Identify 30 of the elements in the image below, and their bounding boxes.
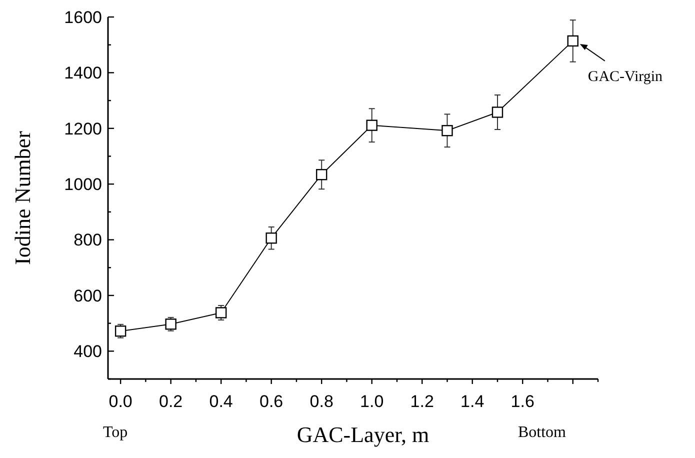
point (165, 318, 176, 330)
y-axis-title: Iodine Number (10, 130, 35, 265)
y-tick-label: 800 (74, 230, 102, 250)
y-tick-label: 1400 (64, 64, 102, 83)
point (114, 326, 126, 337)
x-tick-label: 0.2 (159, 392, 183, 411)
x-tick-label: 0.4 (209, 392, 233, 411)
x-tick-label: 1.2 (410, 392, 434, 411)
point (215, 307, 227, 318)
x-tick-label: 0.8 (310, 392, 334, 411)
y-tick-label: 600 (74, 286, 102, 306)
x-tick-label: 1.4 (460, 392, 484, 411)
text: Top (103, 424, 128, 441)
y-tick-label: 1200 (64, 119, 102, 138)
text: Bottom (518, 424, 567, 441)
point (366, 120, 378, 131)
x-tick-label: 1.0 (360, 392, 384, 411)
annotation: GAC-Virgin (588, 68, 664, 85)
point (442, 125, 453, 136)
x-tick-label: 0.0 (108, 392, 132, 411)
x-tick-label: 0.6 (260, 392, 284, 411)
y-tick-label: 400 (74, 342, 102, 362)
point (266, 232, 277, 244)
point (316, 169, 328, 180)
y-tick-label: 1000 (64, 175, 102, 194)
x-axis-title: GAC-Layer, m (296, 422, 430, 447)
point (492, 106, 504, 118)
point (567, 35, 578, 47)
x-tick-label: 1.6 (510, 392, 534, 411)
y-tick-label: 1600 (64, 8, 102, 27)
